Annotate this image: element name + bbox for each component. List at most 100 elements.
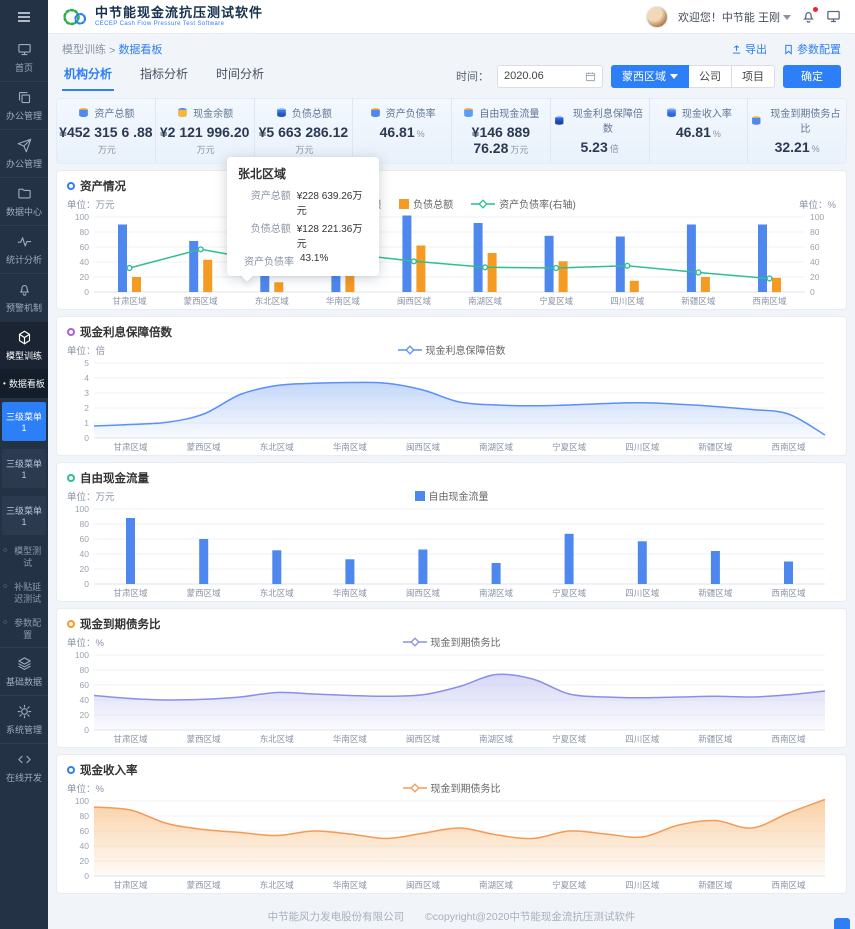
svg-text:0: 0	[810, 287, 815, 297]
bar-自由现金流量[interactable]	[126, 518, 135, 584]
bar-负债总额[interactable]	[274, 282, 284, 293]
svg-text:3: 3	[84, 388, 89, 398]
bar-负债总额[interactable]	[416, 245, 426, 293]
model-cube-icon	[18, 330, 30, 345]
bar-负债总额[interactable]	[132, 277, 141, 292]
monitor-icon[interactable]	[826, 9, 841, 24]
svg-text:40: 40	[80, 549, 90, 559]
footer-company: 中节能风力发电股份有限公司	[267, 911, 405, 923]
brand-logo-icon	[63, 8, 87, 25]
bar-资产总额[interactable]	[473, 223, 483, 292]
param-config-button[interactable]: 参数配置	[783, 41, 841, 57]
sidebar-item-预警机制[interactable]: 预警机制	[0, 273, 48, 321]
chart-canvas[interactable]: 0 0 20 20 40 40 60 60 80 80 100 100 甘肃区域 蒙西区域 东北区域 华南区域…	[67, 212, 836, 308]
breadcrumb-current[interactable]: 数据看板	[118, 44, 163, 56]
line-point[interactable]	[410, 258, 418, 265]
company-button[interactable]: 公司	[689, 64, 732, 88]
region-dropdown-button[interactable]: 蒙西区域	[611, 64, 689, 88]
sidebar-item-数据中心[interactable]: 数据中心	[0, 177, 48, 225]
bar-自由现金流量[interactable]	[637, 541, 647, 584]
bar-资产总额[interactable]	[686, 224, 696, 293]
bar-自由现金流量[interactable]	[199, 539, 209, 584]
tab-time-analysis[interactable]: 时间分析	[216, 67, 265, 81]
bar-负债总额[interactable]	[203, 259, 213, 293]
sidebar-item-基础数据[interactable]: 基础数据	[0, 647, 48, 695]
sidebar-item-统计分析[interactable]: 统计分析	[0, 225, 48, 273]
area-fill-现金到期债务比[interactable]	[94, 674, 825, 730]
bar-负债总额[interactable]	[772, 277, 781, 293]
chart-canvas[interactable]: 0 20 40 60 80 100 甘肃区域 蒙西区域 东北区域 华南区域 闽西区域 南湖区域 宁夏区域…	[67, 504, 836, 600]
notification-bell-icon[interactable]	[801, 7, 818, 24]
bar-资产总额[interactable]	[402, 215, 412, 293]
sidebar-item-在线开发[interactable]: 在线开发	[0, 743, 48, 791]
bar-自由现金流量[interactable]	[564, 533, 574, 585]
chart-canvas[interactable]: 0 1 2 3 4 5 甘肃区域 蒙西区域 东北区域 华南区域 闽西区域 南湖区域 宁夏区域 四川区域 新疆…	[67, 358, 836, 454]
active-dot: •	[3, 379, 6, 388]
bar-自由现金流量[interactable]	[784, 561, 793, 585]
svg-text:40: 40	[80, 695, 90, 705]
kpi-label: 资产负债率	[385, 109, 436, 120]
area-line-现金利息保障倍数[interactable]	[93, 381, 826, 436]
line-point[interactable]	[126, 264, 133, 272]
chart-canvas[interactable]: 0 20 40 60 80 100 甘肃区域 蒙西区域 东北区域 华南区域 闽西区域 南湖区域 宁夏区域…	[67, 796, 836, 892]
kpi-label: 现金余额	[193, 109, 234, 120]
chart-canvas[interactable]: 0 20 40 60 80 100 甘肃区域 蒙西区域 东北区域 华南区域 闽西区域 南湖区域 宁夏区域…	[67, 650, 836, 746]
area-fill-现金到期债务比[interactable]	[94, 799, 825, 877]
bar-负债总额[interactable]	[558, 261, 568, 293]
bar-资产总额[interactable]	[615, 236, 625, 293]
sidebar-subitem-数据看板[interactable]: • 数据看板	[0, 369, 48, 398]
bar-自由现金流量[interactable]	[710, 551, 720, 584]
line-资产负债率(右轴)[interactable]	[129, 248, 770, 280]
kpi-card-资产负债率: 资产负债率 46.81%	[353, 99, 452, 163]
bar-自由现金流量[interactable]	[491, 563, 501, 584]
user-menu[interactable]: 欢迎您！中节能 王刚	[678, 9, 791, 25]
area-line-现金到期债务比[interactable]	[93, 673, 826, 701]
confirm-button[interactable]: 确定	[783, 64, 841, 88]
date-input[interactable]: 2020.06	[497, 64, 603, 88]
chart-title-icon	[67, 328, 75, 336]
bar-负债总额[interactable]	[487, 253, 497, 292]
sidebar-item-首页[interactable]: 首页	[0, 34, 48, 81]
user-avatar[interactable]	[645, 5, 668, 28]
tab-institution-analysis[interactable]: 机构分析	[62, 61, 115, 91]
sidebar-subitem-三级菜单1[interactable]: 三级菜单1	[2, 449, 46, 488]
chart-card-现金利息保障倍数: 现金利息保障倍数 现金利息保障倍数 单位：倍 0 1 2 3 4 5 甘肃区域 蒙西区域 东北区域 华南…	[56, 316, 847, 456]
sidebar-subitem-三级菜单1[interactable]: 三级菜单1	[2, 402, 46, 441]
line-point[interactable]	[695, 269, 702, 276]
svg-text:100: 100	[75, 796, 89, 806]
cash-icon	[178, 108, 187, 117]
line-point[interactable]	[624, 262, 631, 269]
bar-负债总额[interactable]	[700, 277, 710, 292]
sidebar-subitem-模型测试[interactable]: ○ 模型测试	[3, 546, 42, 568]
bar-资产总额[interactable]	[189, 241, 199, 292]
bar-负债总额[interactable]	[345, 260, 355, 293]
bar-资产总额[interactable]	[118, 224, 127, 293]
hamburger-menu-icon[interactable]	[0, 0, 48, 34]
line-point[interactable]	[766, 275, 773, 282]
bar-资产总额[interactable]	[758, 224, 767, 293]
line-point[interactable]	[197, 246, 204, 253]
line-point[interactable]	[482, 264, 489, 271]
project-button[interactable]: 项目	[732, 64, 775, 88]
bar-负债总额[interactable]	[629, 280, 639, 293]
bar-自由现金流量[interactable]	[272, 550, 282, 585]
export-button[interactable]: 导出	[731, 41, 767, 57]
bar-自由现金流量[interactable]	[418, 549, 428, 585]
breadcrumb-parent[interactable]: 模型训练	[62, 44, 106, 56]
area-line-现金到期债务比[interactable]	[93, 798, 826, 840]
sidebar-subitem-三级菜单1[interactable]: 三级菜单1	[2, 496, 46, 535]
bar-自由现金流量[interactable]	[345, 559, 355, 585]
sidebar-item-模型训练[interactable]: 模型训练	[0, 321, 48, 369]
bar-资产总额[interactable]	[544, 235, 554, 293]
line-point[interactable]	[553, 264, 560, 272]
charts-container: 资产情况资产总额负债总额资产负债率(右轴)单位：万元单位：%0020204040…	[48, 157, 855, 900]
sidebar-item-办公管理[interactable]: 办公管理	[0, 129, 48, 177]
sidebar-item-系统管理[interactable]: 系统管理	[0, 695, 48, 743]
sidebar-subitem-补贴延迟测试[interactable]: ○ 补贴延迟测试	[3, 582, 42, 604]
tab-indicator-analysis[interactable]: 指标分析	[140, 67, 189, 81]
area-fill-现金利息保障倍数[interactable]	[94, 382, 825, 438]
sidebar: 首页 办公管理 办公管理 数据中心 统计分析 预警机制 模型训练 • 数据看板 三级菜单1 三级菜单…	[0, 0, 48, 929]
sidebar-item-办公管理[interactable]: 办公管理	[0, 81, 48, 129]
sidebar-subitem-参数配置[interactable]: ○ 参数配置	[3, 618, 42, 640]
back-to-top-button[interactable]	[834, 918, 850, 929]
